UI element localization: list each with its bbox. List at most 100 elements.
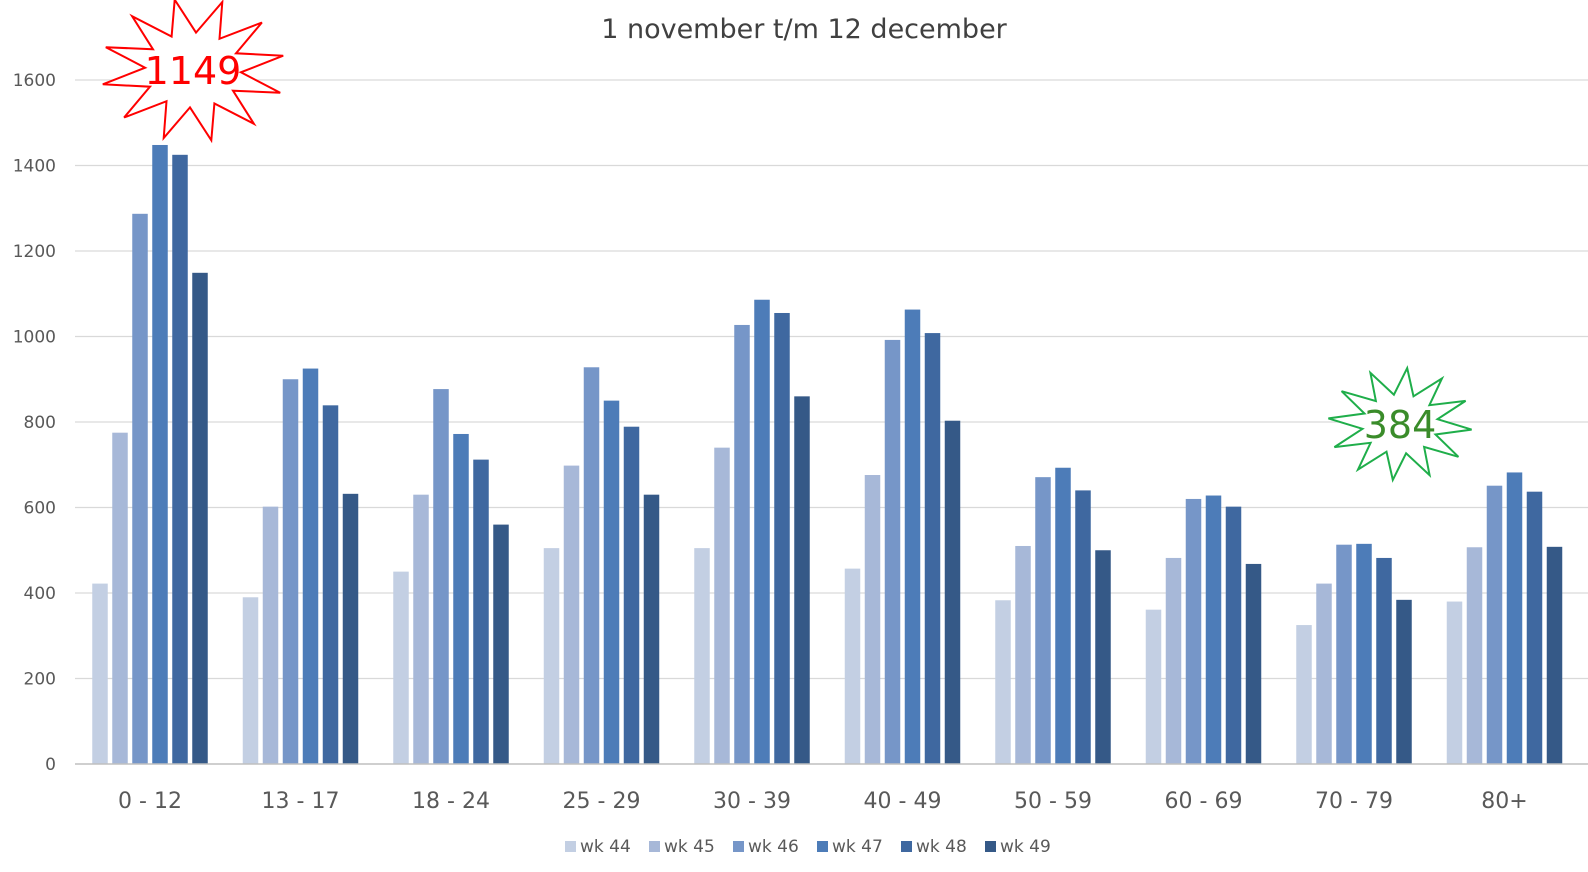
bar [1205,495,1222,764]
bar [774,312,790,764]
y-tick-label: 600 [24,499,56,519]
legend: wk 44 wk 45 wk 46 wk 47 wk 48 wk 49 [565,837,1051,857]
bar [844,568,861,764]
x-tick-label: 60 - 69 [1165,789,1243,814]
bar [192,272,208,764]
bar [1075,490,1091,764]
bar [1095,550,1111,764]
annotations: 1149 384 [102,0,1472,483]
bar [302,368,319,764]
bar [1296,625,1312,764]
bar [643,494,660,764]
x-tick-label: 40 - 49 [864,789,942,814]
bar [1015,545,1031,764]
x-tick-label: 50 - 59 [1014,789,1092,814]
bar [433,389,449,764]
legend-swatch [649,841,660,852]
bar [1145,609,1162,764]
bar [242,597,259,764]
bar [1245,563,1262,764]
bar [1486,485,1503,764]
bar [1376,557,1392,764]
y-tick-label: 0 [45,755,56,775]
y-tick-label: 1200 [13,242,56,262]
bar [563,465,580,764]
bar [884,339,901,764]
legend-label: wk 45 [664,837,715,857]
x-tick-label: 13 - 17 [262,789,340,814]
y-tick-label: 800 [24,413,56,433]
x-tick-label: 25 - 29 [563,789,641,814]
x-tick-label: 18 - 24 [412,789,490,814]
legend-swatch [901,841,912,852]
annotation-label: 384 [1364,403,1437,447]
bar [794,396,810,764]
bar [473,459,489,764]
bar [1225,506,1242,764]
bar [342,493,359,764]
bar [1356,543,1372,764]
y-tick-label: 1400 [13,157,56,177]
y-tick-label: 200 [24,670,56,690]
bar [904,309,921,764]
bar [413,494,429,764]
bar [995,600,1011,764]
y-tick-label: 1000 [13,328,56,348]
x-tick-label: 30 - 39 [713,789,791,814]
bar [734,324,750,764]
starburst-shape [102,0,284,144]
starburst-shape [1328,365,1472,483]
legend-label: wk 46 [748,837,799,857]
x-tick-label: 0 - 12 [118,789,182,814]
y-tick-label: 400 [24,584,56,604]
y-axis-tick-labels: 0 200 400 600 800 1000 1200 1400 1600 [13,71,56,775]
bar [1396,599,1412,764]
bar [694,548,710,764]
bar [714,447,730,764]
bar [493,524,509,764]
x-tick-label: 70 - 79 [1315,789,1393,814]
legend-swatch [985,841,996,852]
bar [172,154,188,764]
bars [92,144,1563,765]
bar [924,333,941,764]
bar [453,433,469,764]
bar [262,506,279,764]
bar [1466,547,1483,764]
bar [132,213,148,764]
bar [393,571,409,764]
legend-label: wk 44 [580,837,631,857]
x-tick-label: 80+ [1481,789,1527,814]
bar [1165,557,1182,764]
bar [1185,498,1202,764]
annotation-label: 1149 [145,49,242,93]
legend-swatch [817,841,828,852]
bar [1526,491,1543,764]
bar [152,144,168,765]
bar [603,400,620,764]
bar [583,367,600,764]
bar [1055,467,1071,764]
bar [1506,472,1523,764]
legend-swatch [733,841,744,852]
bar [944,420,961,764]
bar [1316,583,1332,764]
bar [1336,544,1352,764]
bar [322,405,339,764]
legend-label: wk 47 [832,837,883,857]
bar [623,426,640,764]
bar [1446,601,1463,764]
bar [864,475,881,764]
bar [92,583,108,764]
bar [112,432,128,764]
legend-label: wk 48 [916,837,967,857]
bar [754,299,770,764]
legend-label: wk 49 [1000,837,1051,857]
bar [1035,477,1051,764]
legend-swatch [565,841,576,852]
chart-subtitle: 1 november t/m 12 december [601,14,1007,45]
bar [1546,546,1563,764]
y-tick-label: 1600 [13,71,56,91]
x-axis-tick-labels: 0 - 12 13 - 17 18 - 24 25 - 29 30 - 39 40 - 4… [118,789,1528,814]
